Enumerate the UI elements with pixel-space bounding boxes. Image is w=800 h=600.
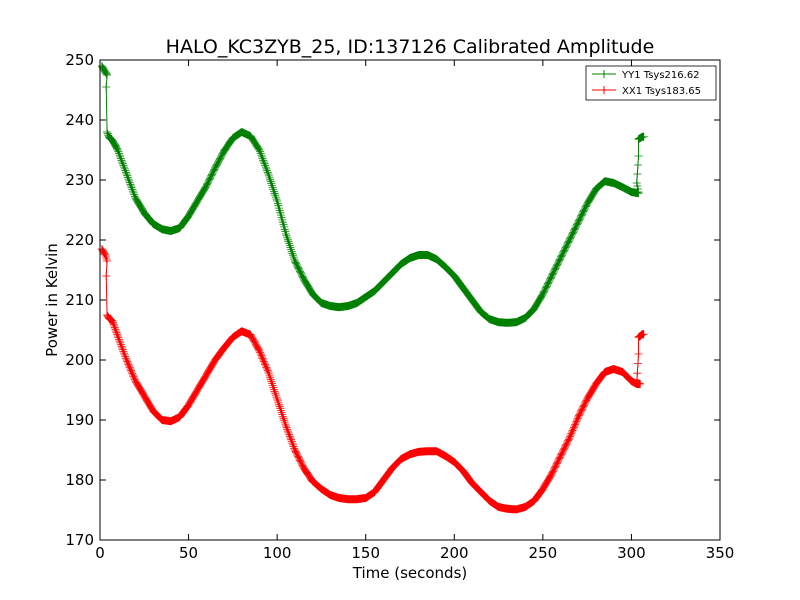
y-axis: 170 180 190 200 210 220 230 240 250 [65,51,720,549]
x-tick-label: 50 [179,544,198,562]
y-tick-label: 190 [65,411,94,429]
series-layer [97,62,648,514]
legend-label: YY1 Tsys216.62 [621,70,700,81]
legend: YY1 Tsys216.62 XX1 Tsys183.65 [585,65,717,101]
series-markers [97,62,648,327]
y-tick-label: 210 [65,291,94,309]
legend-marker [600,70,608,78]
series-markers [97,245,648,514]
y-tick-label: 250 [65,51,94,69]
y-tick-label: 200 [65,351,94,369]
legend-label: XX1 Tsys183.65 [622,86,701,97]
x-axis-label: Time (seconds) [352,564,468,582]
legend-box [585,65,717,101]
x-tick-label: 300 [617,544,646,562]
x-tick-label: 200 [440,544,469,562]
x-axis: 0 50 100 150 200 250 300 350 [95,60,734,562]
y-tick-label: 220 [65,231,94,249]
x-tick-label: 150 [351,544,380,562]
y-tick-label: 230 [65,171,94,189]
legend-marker [600,86,608,94]
y-tick-label: 180 [65,471,94,489]
y-tick-label: 240 [65,111,94,129]
x-tick-label: 250 [529,544,558,562]
series-0 [97,62,648,327]
series-1 [97,245,648,514]
x-tick-label: 350 [706,544,735,562]
y-tick-label: 170 [65,531,94,549]
x-tick-label: 100 [263,544,292,562]
chart-title: HALO_KC3ZYB_25, ID:137126 Calibrated Amp… [166,36,655,58]
y-axis-label: Power in Kelvin [43,243,61,357]
x-tick-label: 0 [95,544,105,562]
